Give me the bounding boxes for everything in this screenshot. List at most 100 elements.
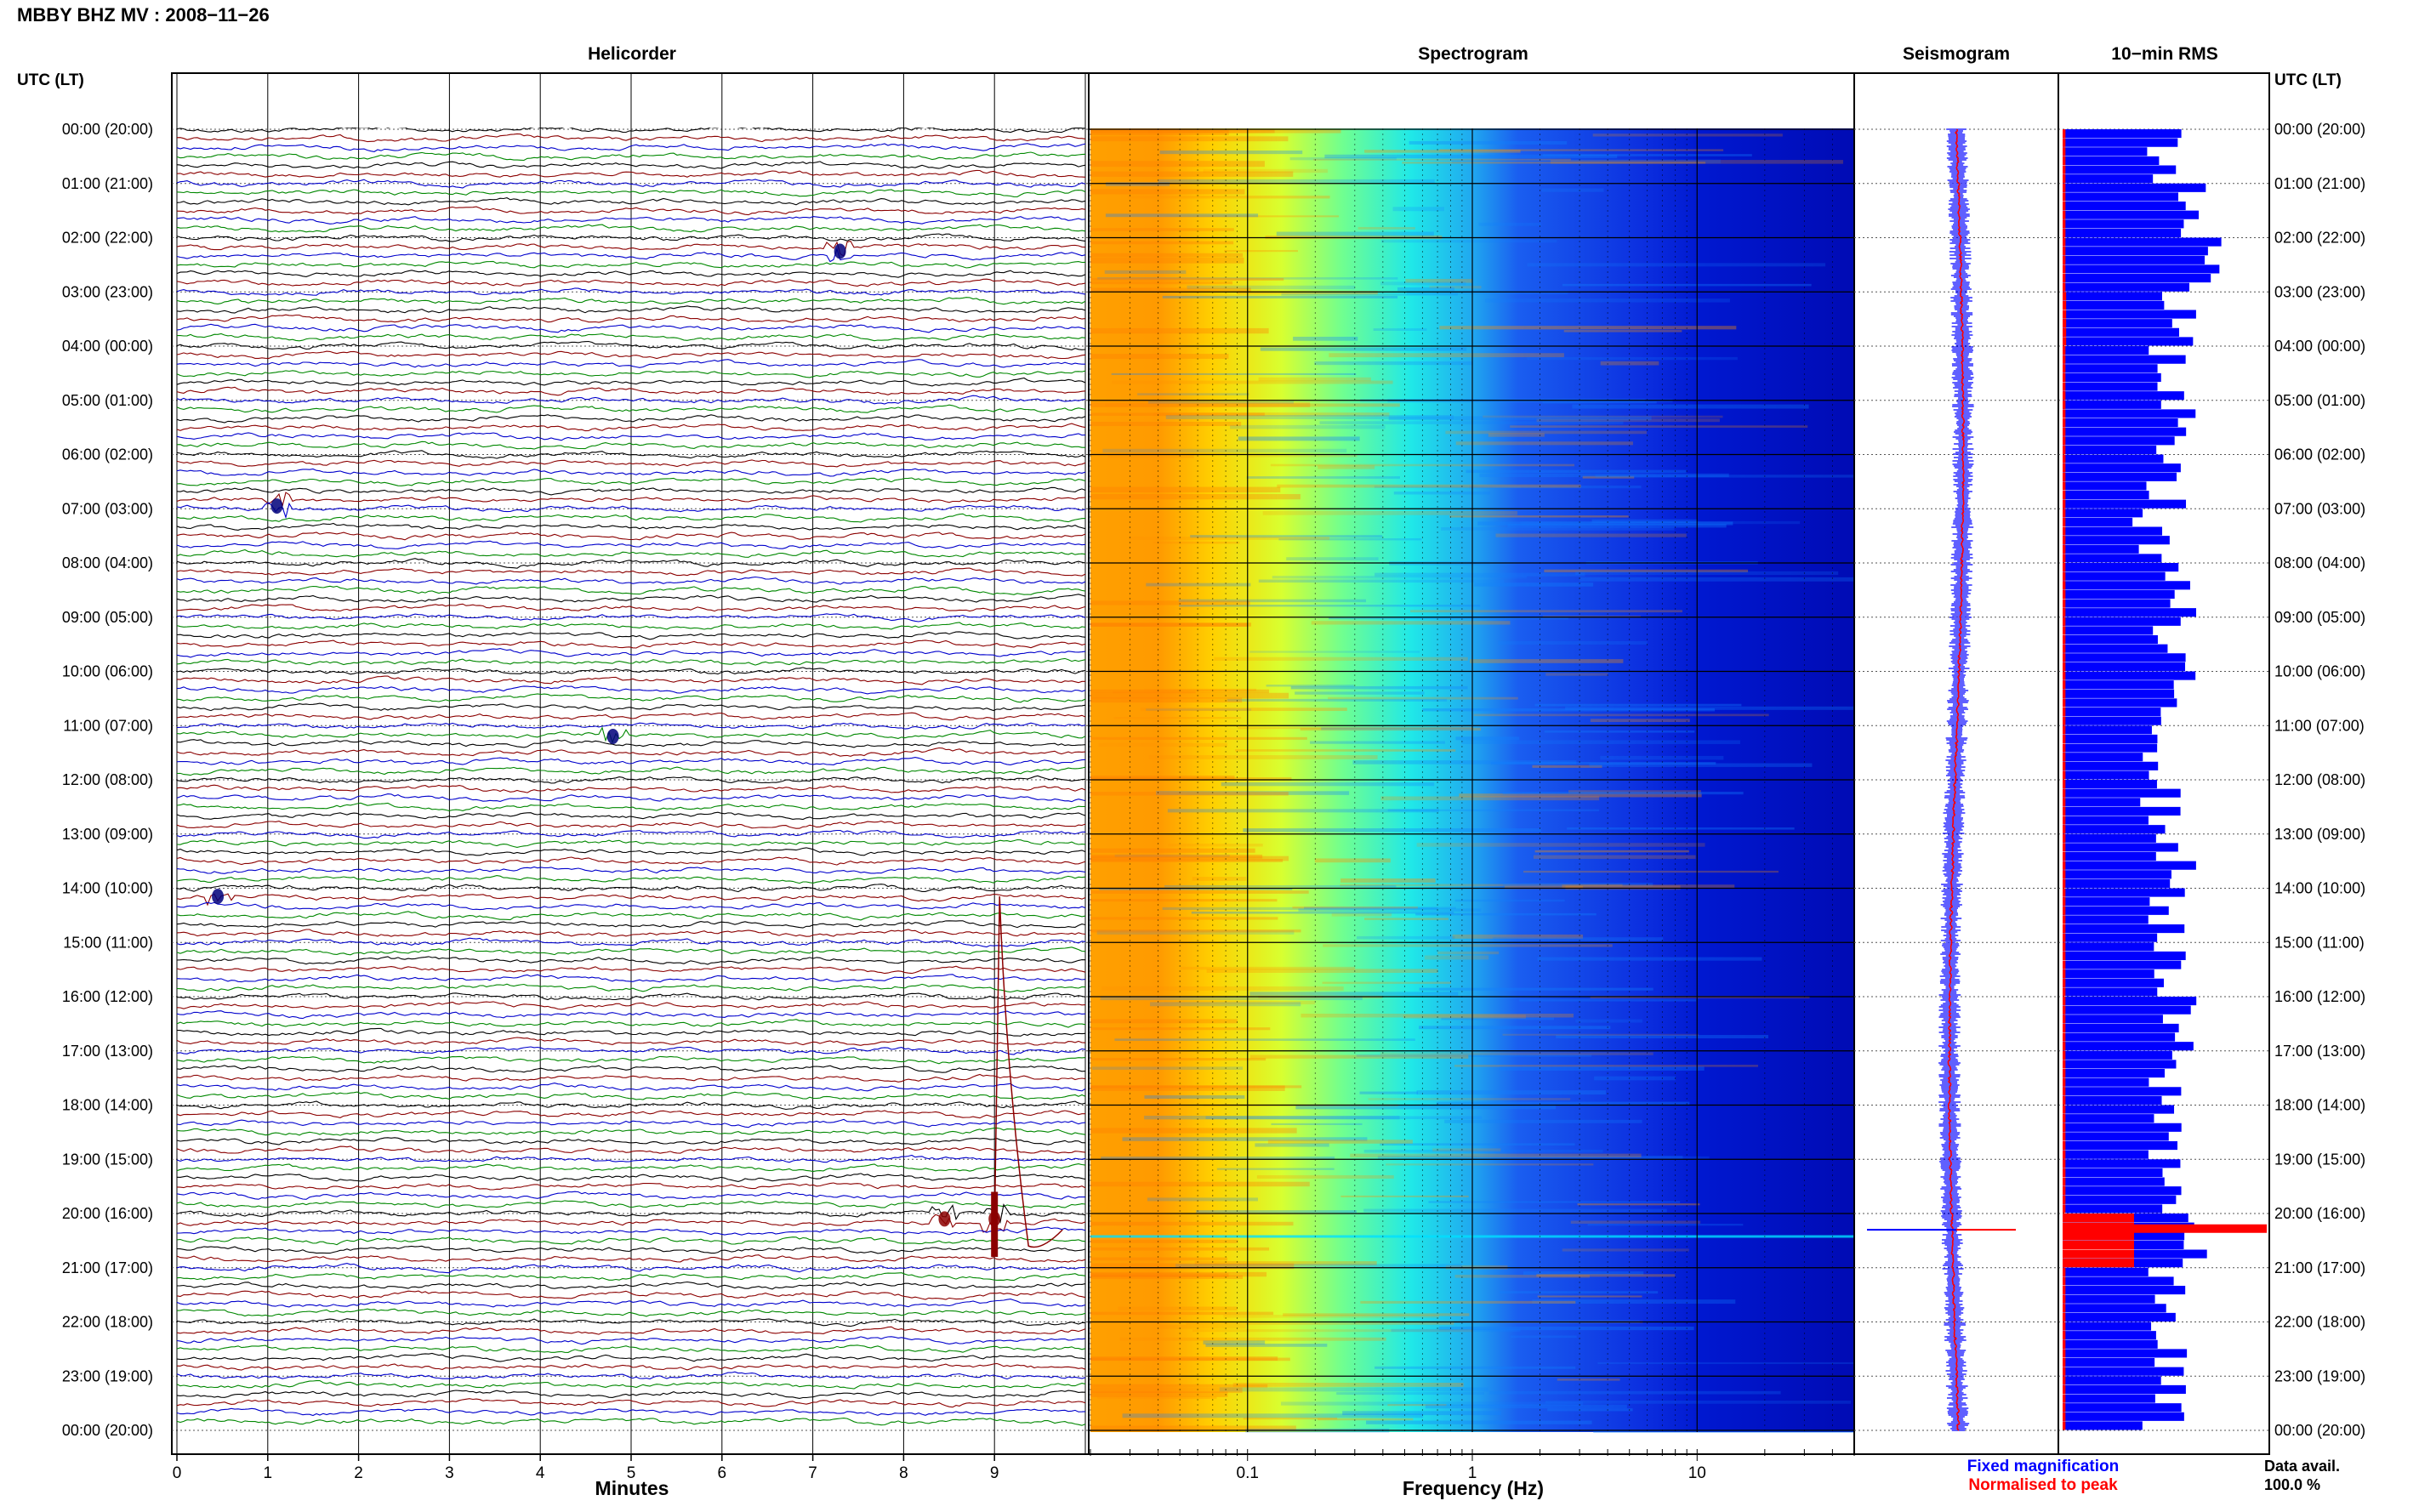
rms-bar-normalised: [2063, 1421, 2066, 1430]
helicorder-trace: [176, 1137, 1086, 1145]
spectrogram-streak: [1165, 414, 1454, 419]
time-label-left: 22:00 (18:00): [62, 1314, 153, 1331]
rms-bar-normalised: [2063, 1105, 2066, 1114]
rms-bar-fixed: [2063, 1376, 2161, 1385]
spectrogram-streak: [1488, 433, 1545, 437]
spectrogram-streak: [1485, 298, 1730, 303]
spectrogram-streak: [1547, 1408, 1633, 1412]
spectrogram-title: Spectrogram: [1418, 44, 1528, 64]
spectrogram-streak: [1096, 930, 1295, 935]
spectrogram-streak: [1312, 158, 1571, 161]
spectrogram-streak: [1415, 912, 1597, 916]
rms-bar-fixed: [2063, 237, 2222, 247]
spectrogram-streak: [1235, 749, 1456, 752]
spectrogram-streak: [1565, 885, 1681, 890]
spectrogram-streak: [1224, 250, 1298, 253]
spectrogram-streak: [1454, 1275, 1591, 1278]
rms-bar-normalised: [2063, 1186, 2066, 1196]
spectrogram-streak: [1575, 1019, 1643, 1023]
spectrogram-streak: [1363, 1149, 1603, 1153]
spectrogram-streak: [1452, 934, 1584, 939]
helicorder-trace: [176, 648, 1086, 658]
rms-bar-fixed: [2063, 617, 2181, 626]
spectrogram-streak: [1593, 1430, 1882, 1434]
helicorder-trace: [176, 423, 1086, 432]
rms-bar-normalised: [2063, 1304, 2066, 1313]
rms-bar-normalised: [2063, 951, 2066, 960]
helicorder-trace: [176, 693, 1086, 703]
time-label-left: 00:00 (20:00): [62, 121, 153, 138]
rms-bar-fixed: [2063, 761, 2159, 770]
rms-bar-normalised: [2063, 698, 2066, 708]
rms-bar-fixed: [2063, 327, 2179, 337]
spectrogram-streak: [1455, 736, 1520, 741]
x-tick-label: 2: [354, 1464, 363, 1482]
rms-bar-normalised: [2063, 689, 2066, 698]
rms-bar-normalised: [2063, 427, 2066, 436]
rms-bar-normalised: [2063, 1123, 2066, 1132]
time-label-left: 01:00 (21:00): [62, 175, 153, 192]
rms-bar-normalised: [2063, 228, 2066, 237]
rms-bar-normalised: [2063, 978, 2066, 987]
spectrogram-streak: [1090, 917, 1278, 920]
spectrogram-streak: [1090, 327, 1269, 334]
rms-bar-normalised: [2063, 870, 2066, 879]
spectrogram-streak: [1283, 1313, 1470, 1316]
time-label-right: 04:00 (00:00): [2274, 338, 2365, 355]
spectrogram-streak: [1498, 640, 1648, 645]
rms-bar-fixed: [2063, 924, 2185, 934]
helicorder-trace: [176, 404, 1086, 413]
helicorder-x-ticks: 0 1 2 3 4 5 6 7 8 9: [173, 1454, 999, 1482]
spectrogram-streak: [1374, 485, 1521, 489]
rms-bar-normalised: [2063, 544, 2066, 554]
rms-bar-normalised: [2063, 264, 2066, 274]
helicorder-trace: [176, 1203, 1086, 1224]
spectrogram-streak: [1248, 454, 1357, 458]
rms-bar-fixed: [2063, 698, 2177, 708]
rms-bar-normalised: [2063, 418, 2066, 428]
spectrogram-streak: [1388, 416, 1652, 421]
rms-bar-fixed: [2063, 780, 2157, 789]
spectrogram-panel: 0.1 1 10 Frequency (Hz): [1088, 72, 1882, 1499]
spectrogram-streak: [1090, 1221, 1294, 1226]
spectrogram-streak: [1310, 741, 1446, 744]
helicorder-trace: [176, 992, 1086, 1001]
rms-bar-fixed: [2063, 734, 2158, 743]
helicorder-trace: [176, 622, 1086, 630]
helicorder-trace: [176, 377, 1086, 387]
spectrogram-streak: [1510, 425, 1808, 428]
rms-bar-normalised: [2063, 770, 2066, 780]
rms-bar-fixed: [2063, 960, 2182, 969]
spectrogram-streak: [1090, 1085, 1285, 1091]
time-label-right: 11:00 (07:00): [2274, 717, 2365, 734]
rms-bar-normalised: [2063, 599, 2066, 608]
rms-bar-normalised: [2063, 1394, 2066, 1403]
spectrogram-streak: [1478, 222, 1542, 226]
rms-bar-fixed: [2063, 202, 2186, 211]
helicorder-trace: [176, 1379, 1086, 1390]
rms-bar-normalised: [2063, 138, 2066, 147]
spectrogram-streak: [1406, 290, 1568, 295]
time-label-left: 08:00 (04:00): [62, 554, 153, 571]
time-label-left: 23:00 (19:00): [62, 1367, 153, 1384]
spectrogram-streak: [1387, 1404, 1447, 1407]
seismogram-traces: [1867, 128, 2016, 1431]
spectrogram-streak: [1500, 1066, 1705, 1071]
right-time-labels: 00:00 (20:00) 01:00 (21:00) 02:00 (22:00) 0…: [2274, 121, 2365, 1439]
spectrogram-streak: [1178, 599, 1367, 603]
rms-bar-normalised: [2063, 852, 2066, 861]
rms-bar-fixed: [2063, 499, 2187, 509]
helicorder-trace: [176, 702, 1086, 712]
spectrogram-streak: [1278, 537, 1422, 541]
spectrogram-streak: [1416, 843, 1705, 847]
rms-bar-normalised: [2063, 1403, 2066, 1413]
rms-bar-normalised: [2063, 708, 2066, 717]
helicorder-trace: [176, 1245, 1086, 1254]
rms-bar-fixed: [2063, 987, 2158, 997]
spectrogram-streak: [1090, 287, 1251, 293]
helicorder-trace: [176, 1065, 1086, 1073]
time-label-left: 09:00 (05:00): [62, 609, 153, 626]
spectrogram-streak: [1168, 844, 1263, 847]
rms-bar-fixed: [2063, 1195, 2177, 1204]
helicorder-trace: [176, 1344, 1086, 1353]
